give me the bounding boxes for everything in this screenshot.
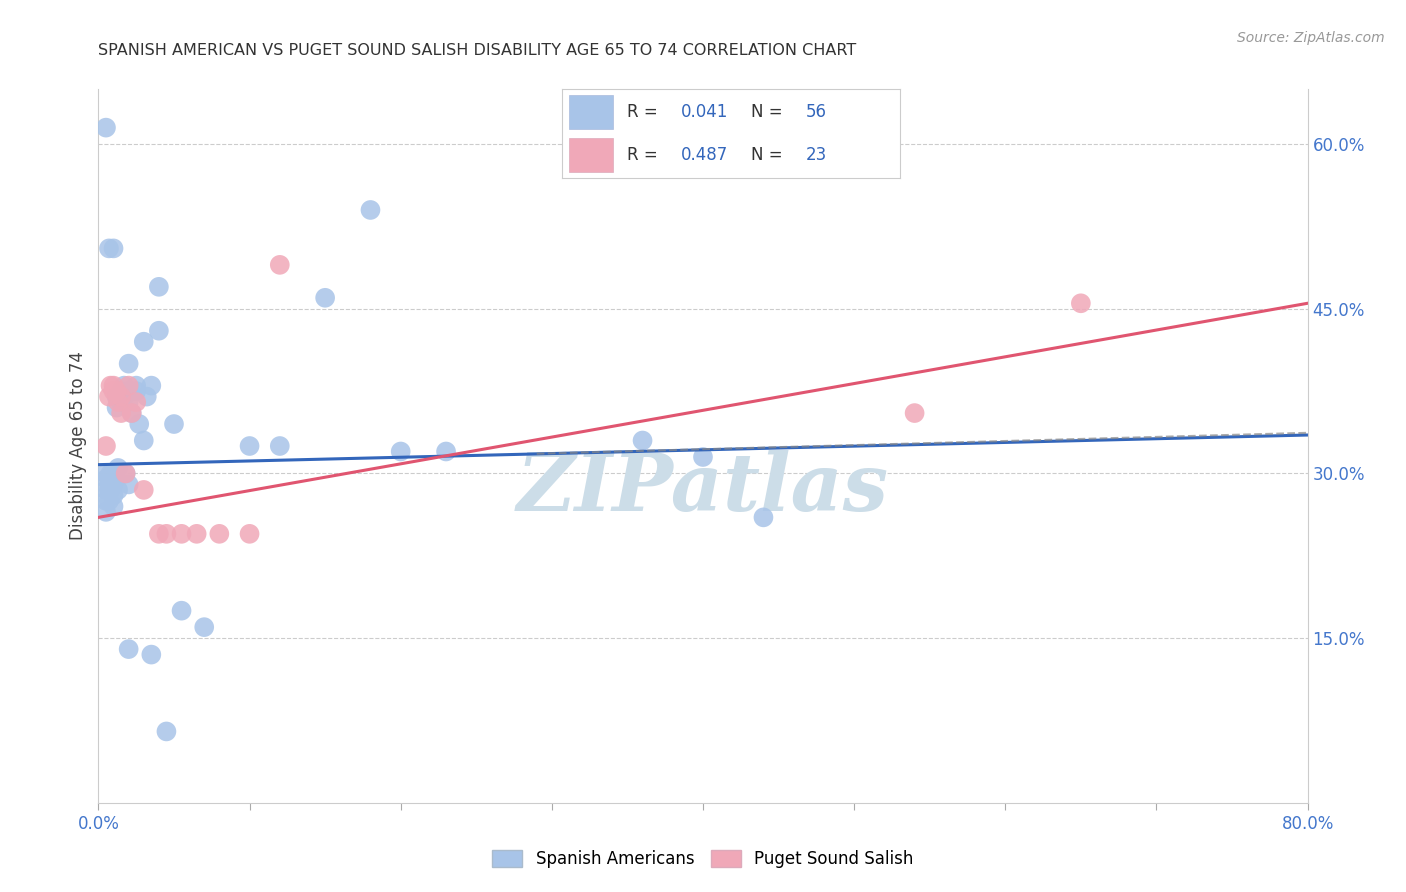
Text: ZIPatlas: ZIPatlas: [517, 450, 889, 527]
Point: [110, 390, 132, 404]
Point: [239, 526, 262, 541]
Point: [94, 483, 117, 497]
Text: N =: N =: [751, 146, 789, 164]
Text: N =: N =: [751, 103, 789, 121]
Point: [118, 384, 141, 398]
Point: [110, 395, 132, 409]
Point: [94, 467, 117, 481]
Point: [1070, 296, 1092, 310]
Point: [110, 406, 132, 420]
Text: 23: 23: [806, 146, 827, 164]
Point: [132, 334, 155, 349]
Point: [269, 258, 291, 272]
Point: [118, 477, 141, 491]
Point: [314, 291, 336, 305]
Point: [103, 241, 125, 255]
Point: [110, 384, 132, 398]
Point: [155, 526, 177, 541]
Point: [114, 467, 136, 481]
Point: [118, 357, 141, 371]
Point: [105, 384, 128, 398]
Point: [103, 477, 125, 491]
Point: [193, 620, 215, 634]
Text: R =: R =: [627, 146, 662, 164]
Point: [121, 406, 143, 420]
Y-axis label: Disability Age 65 to 74: Disability Age 65 to 74: [69, 351, 87, 541]
Point: [103, 472, 125, 486]
Point: [107, 461, 129, 475]
Legend: Spanish Americans, Puget Sound Salish: Spanish Americans, Puget Sound Salish: [485, 843, 921, 875]
Point: [98, 483, 121, 497]
Point: [103, 378, 125, 392]
Point: [239, 439, 262, 453]
Text: Source: ZipAtlas.com: Source: ZipAtlas.com: [1237, 31, 1385, 45]
Point: [103, 467, 125, 481]
Point: [434, 444, 457, 458]
Point: [94, 505, 117, 519]
Point: [118, 642, 141, 657]
Point: [121, 406, 143, 420]
Point: [118, 395, 141, 409]
Point: [98, 241, 121, 255]
Point: [98, 494, 121, 508]
Point: [692, 450, 714, 464]
Point: [98, 390, 121, 404]
Point: [114, 467, 136, 481]
Point: [904, 406, 927, 420]
Point: [107, 483, 129, 497]
Point: [100, 378, 122, 392]
Point: [100, 483, 122, 497]
Point: [125, 395, 148, 409]
Point: [135, 390, 157, 404]
Point: [125, 378, 148, 392]
Text: R =: R =: [627, 103, 662, 121]
Point: [128, 417, 150, 431]
Point: [132, 434, 155, 448]
Point: [208, 526, 231, 541]
Point: [94, 439, 117, 453]
Text: SPANISH AMERICAN VS PUGET SOUND SALISH DISABILITY AGE 65 TO 74 CORRELATION CHART: SPANISH AMERICAN VS PUGET SOUND SALISH D…: [98, 43, 856, 58]
Point: [163, 417, 186, 431]
Point: [100, 467, 122, 481]
Point: [752, 510, 775, 524]
Point: [103, 384, 125, 398]
Point: [103, 500, 125, 514]
Point: [155, 724, 177, 739]
Point: [360, 202, 382, 217]
Point: [112, 378, 135, 392]
Point: [170, 604, 193, 618]
FancyBboxPatch shape: [569, 95, 613, 129]
Point: [103, 488, 125, 502]
Point: [105, 390, 128, 404]
Point: [170, 526, 193, 541]
Text: 0.487: 0.487: [681, 146, 728, 164]
Point: [118, 378, 141, 392]
Text: 56: 56: [806, 103, 827, 121]
Point: [389, 444, 412, 458]
Point: [125, 384, 148, 398]
Point: [141, 648, 163, 662]
Point: [112, 390, 135, 404]
Point: [98, 472, 121, 486]
Point: [269, 439, 291, 453]
Point: [141, 378, 163, 392]
Point: [148, 526, 170, 541]
Point: [107, 395, 129, 409]
Point: [94, 472, 117, 486]
Point: [186, 526, 208, 541]
Point: [105, 401, 128, 415]
Point: [94, 120, 117, 135]
FancyBboxPatch shape: [569, 138, 613, 172]
Point: [132, 483, 155, 497]
Point: [148, 324, 170, 338]
Text: 0.041: 0.041: [681, 103, 728, 121]
Point: [148, 280, 170, 294]
Point: [94, 494, 117, 508]
Point: [631, 434, 654, 448]
